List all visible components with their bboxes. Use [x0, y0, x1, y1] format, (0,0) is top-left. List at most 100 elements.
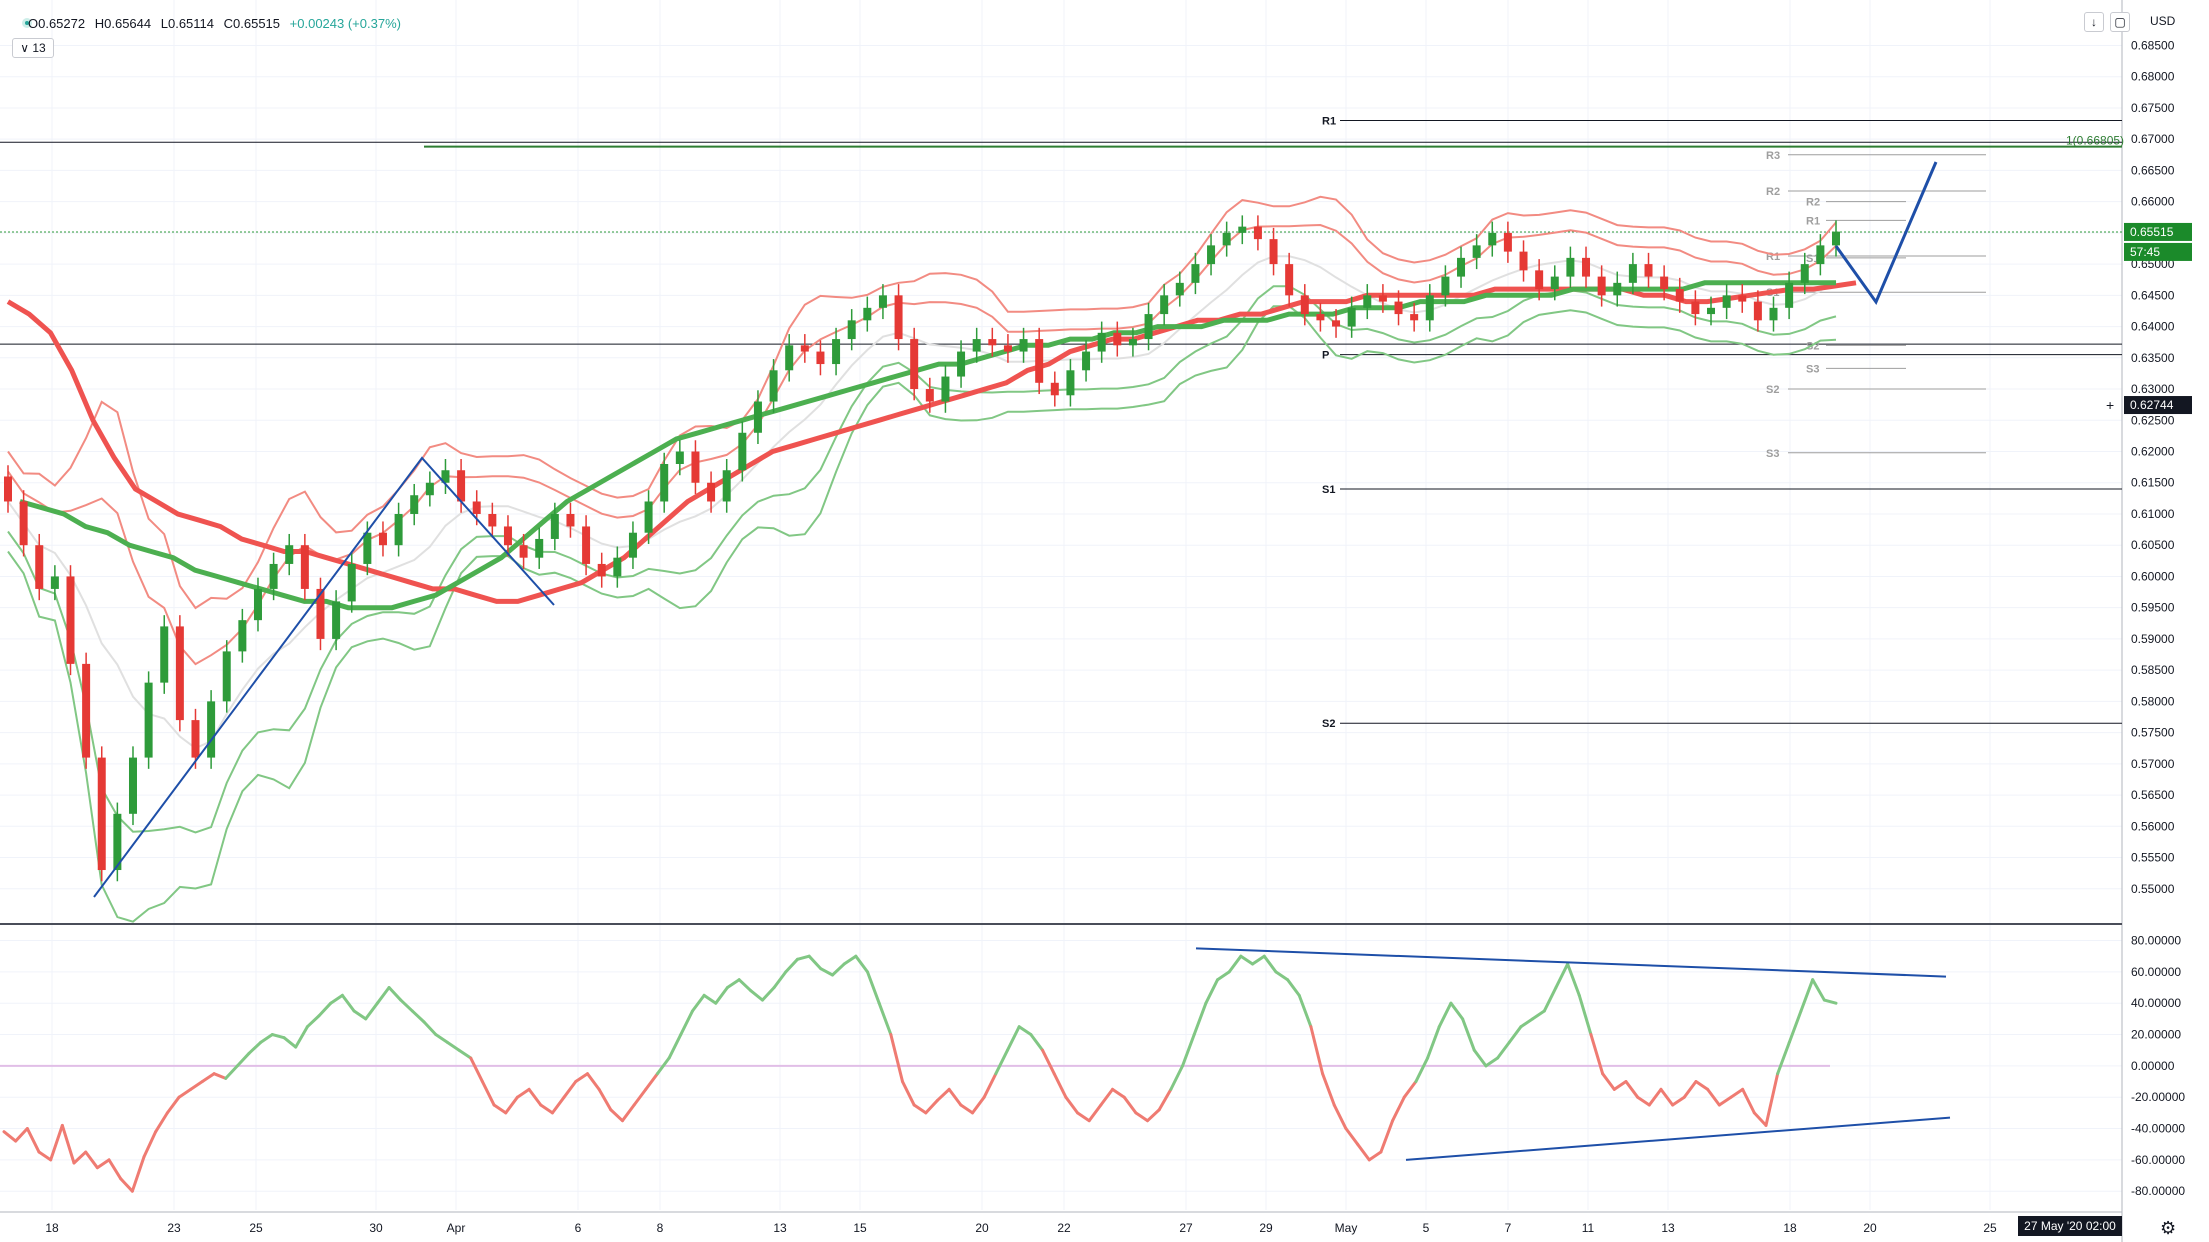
oscillator-upper-trendline — [1195, 947, 1947, 978]
oscillator-segment — [492, 1103, 508, 1115]
y-tick-label: 0.60500 — [2131, 538, 2175, 552]
candle-body — [269, 563, 278, 589]
candle-body — [597, 563, 606, 577]
oscillator-segment — [725, 978, 741, 990]
candle-body — [988, 339, 997, 346]
oscillator-segment — [375, 986, 391, 1005]
oscillator-segment — [609, 1108, 624, 1123]
candle-body — [1707, 307, 1716, 315]
oscillator-segment — [1519, 1017, 1535, 1029]
x-tick-label: Apr — [447, 1221, 466, 1235]
gear-icon[interactable]: ⚙ — [2160, 1218, 2177, 1238]
candle-body — [1269, 239, 1278, 265]
x-tick-label: 25 — [249, 1221, 263, 1235]
oscillator-segment — [1472, 1048, 1488, 1068]
candle-body — [1472, 245, 1481, 258]
projection-line — [1834, 161, 1938, 306]
candle-body — [300, 545, 309, 589]
candle-body — [1660, 276, 1669, 290]
lower-band-inner — [7, 285, 1837, 834]
oscillator-segment — [107, 1158, 123, 1181]
candle-body — [1035, 339, 1044, 383]
live-indicator-icon — [22, 18, 32, 28]
oscillator-segment — [1531, 1009, 1546, 1021]
oscillator-segment — [889, 1033, 904, 1084]
candle-body — [1003, 345, 1012, 352]
oscillator-segment — [72, 1150, 88, 1165]
oscillator-y-tick-label: 20.00000 — [2131, 1028, 2181, 1042]
x-tick-label: 23 — [167, 1221, 181, 1235]
oscillator-segment — [364, 1001, 379, 1021]
candle-body — [894, 295, 903, 340]
oscillator-segment — [1636, 1095, 1651, 1107]
oscillator-segment — [1717, 1095, 1733, 1107]
oscillator-segment — [936, 1087, 951, 1102]
slow-moving-average-red — [6, 280, 1857, 604]
candle-body — [566, 513, 575, 527]
oscillator-segment — [760, 986, 776, 1002]
oscillator-segment — [445, 1040, 461, 1052]
candle-body — [1222, 232, 1231, 246]
y-tick-label: 0.58500 — [2131, 663, 2175, 677]
oscillator-segment — [177, 1087, 193, 1099]
oscillator-segment — [1741, 1087, 1756, 1115]
candle-body — [1597, 276, 1606, 296]
oscillator-segment — [1122, 1095, 1138, 1115]
oscillator-segment — [515, 1087, 531, 1099]
x-tick-label: 8 — [657, 1221, 664, 1235]
candle-body — [175, 626, 184, 721]
candle-body — [910, 339, 919, 390]
oscillator-segment — [1379, 1119, 1395, 1154]
oscillator-segment — [154, 1111, 169, 1134]
oscillator-segment — [865, 970, 881, 1005]
x-tick-label: 22 — [1057, 1221, 1071, 1235]
upper-band-inner — [7, 223, 1837, 666]
oscillator-segment — [982, 1072, 998, 1099]
oscillator-segment — [305, 1014, 321, 1029]
candle-body — [222, 651, 231, 702]
oscillator-y-tick-label: 40.00000 — [2131, 996, 2181, 1010]
candle-body — [800, 345, 809, 352]
interval-selector[interactable]: ∨ 13 — [12, 38, 54, 58]
oscillator-segment — [1204, 978, 1220, 1005]
y-tick-label: 0.58000 — [2131, 694, 2175, 708]
daily-pivot-label: R2 — [1806, 197, 1820, 209]
candle-body — [582, 526, 591, 564]
y-tick-label: 0.64500 — [2131, 288, 2175, 302]
fullscreen-icon[interactable]: ▢ — [2110, 12, 2130, 32]
candle-body — [550, 513, 559, 539]
oscillator-segment — [784, 957, 799, 974]
y-tick-label: 0.56500 — [2131, 788, 2175, 802]
oscillator-segment — [259, 1033, 274, 1044]
crosshair-price-tag: 0.62744 — [2130, 398, 2174, 412]
y-tick-label: 0.68000 — [2131, 70, 2175, 84]
countdown-tag: 57:45 — [2130, 245, 2160, 259]
oscillator-segment — [340, 993, 356, 1013]
x-tick-label: 30 — [369, 1221, 383, 1235]
oscillator-segment — [1134, 1111, 1150, 1123]
oscillator-segment — [1006, 1025, 1021, 1052]
x-tick-label: 13 — [773, 1221, 787, 1235]
oscillator-segment — [562, 1080, 578, 1099]
oscillator-segment — [1507, 1025, 1523, 1044]
oscillator-segment — [1694, 1080, 1710, 1091]
oscillator-segment — [1414, 1056, 1430, 1084]
candle-body — [363, 532, 372, 564]
oscillator-segment — [422, 1020, 438, 1037]
download-icon[interactable]: ↓ — [2084, 12, 2104, 32]
oscillator-segment — [912, 1103, 928, 1115]
candle-body — [35, 545, 44, 589]
oscillator-segment — [1624, 1080, 1640, 1099]
oscillator-segment — [1426, 1025, 1441, 1060]
candle-body — [410, 495, 419, 514]
oscillator-segment — [37, 1150, 53, 1162]
oscillator-segment — [60, 1123, 76, 1165]
daily-pivot-label: S1 — [1806, 253, 1819, 265]
candle-body — [472, 501, 481, 514]
candle-body — [722, 470, 731, 502]
oscillator-segment — [1752, 1111, 1768, 1127]
candle-body — [1441, 276, 1450, 296]
x-tick-label: 25 — [1983, 1221, 1997, 1235]
upper-band-outer — [7, 195, 1837, 610]
